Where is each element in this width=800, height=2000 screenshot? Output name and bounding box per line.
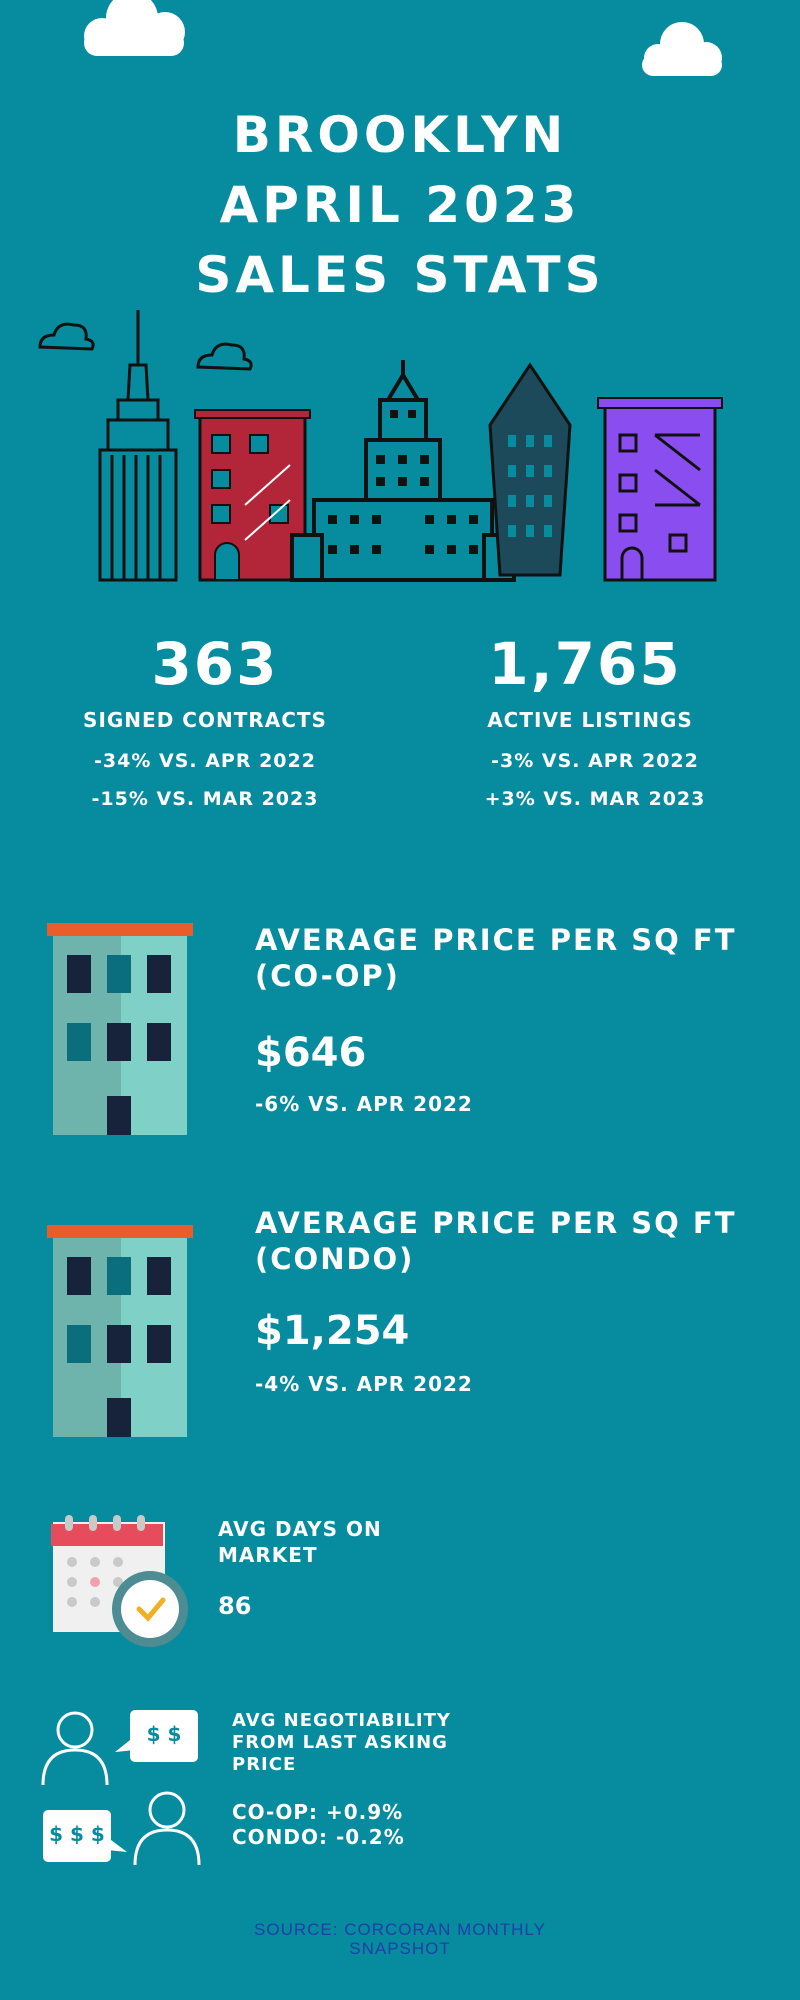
contracts-value: 363 [151,630,279,698]
condo-price-value: $1,254 [255,1308,410,1354]
negotiability-coop: CO-OP: +0.9% [232,1800,404,1824]
building-icon [47,1225,193,1437]
people-outline-icon [41,1710,201,1866]
negotiation-people-icon: $ $ $ $ $ [35,1700,210,1875]
source-line1: SOURCE: CORCORAN MONTHLY [254,1920,546,1939]
listings-value: 1,765 [488,630,682,698]
listings-change-yoy: -3% VS. APR 2022 [491,750,699,772]
negotiability-values: CO-OP: +0.9% CONDO: -0.2% [232,1800,405,1850]
title-line: APRIL 2023 [219,176,581,234]
days-heading-line1: AVG DAYS ON [218,1517,382,1541]
source-note: SOURCE: CORCORAN MONTHLY SNAPSHOT [200,1920,600,1958]
building-icon [47,923,193,1135]
cloud-icon [642,22,722,76]
contracts-change-mom: -15% VS. MAR 2023 [91,788,319,810]
page-title: BROOKLYN APRIL 2023 SALES STATS [0,100,800,310]
coop-heading-line1: AVERAGE PRICE PER SQ FT [255,923,737,957]
skyline-illustration [38,310,723,582]
coop-price-value: $646 [255,1030,367,1076]
cloud-icon [84,0,185,56]
coop-heading-line2: (CO-OP) [255,959,400,993]
condo-price-change: -4% VS. APR 2022 [255,1372,473,1396]
negotiability-heading-line3: PRICE [232,1754,297,1775]
days-heading-line2: MARKET [218,1543,318,1567]
source-line2: SNAPSHOT [349,1939,451,1958]
dollar-bubble-icon: $ $ $ [49,1822,105,1846]
title-line: SALES STATS [195,246,605,304]
dollar-bubble-icon: $ $ [146,1722,182,1746]
negotiability-heading-line1: AVG NEGOTIABILITY [232,1710,451,1731]
listings-label: ACTIVE LISTINGS [487,708,693,732]
negotiability-condo: CONDO: -0.2% [232,1825,405,1849]
coop-price-change: -6% VS. APR 2022 [255,1092,473,1116]
condo-heading: AVERAGE PRICE PER SQ FT (CONDO) [255,1205,737,1277]
listings-change-mom: +3% VS. MAR 2023 [484,788,706,810]
calendar-clock-icon [51,1515,188,1647]
negotiability-heading: AVG NEGOTIABILITY FROM LAST ASKING PRICE [232,1710,451,1776]
condo-heading-line1: AVERAGE PRICE PER SQ FT [255,1206,737,1240]
coop-heading: AVERAGE PRICE PER SQ FT (CO-OP) [255,922,737,994]
negotiability-heading-line2: FROM LAST ASKING [232,1732,448,1753]
contracts-label: SIGNED CONTRACTS [83,708,327,732]
days-value: 86 [218,1592,252,1620]
contracts-change-yoy: -34% VS. APR 2022 [94,750,316,772]
days-heading: AVG DAYS ON MARKET [218,1516,382,1568]
title-line: BROOKLYN [232,106,568,164]
condo-heading-line2: (CONDO) [255,1242,415,1276]
